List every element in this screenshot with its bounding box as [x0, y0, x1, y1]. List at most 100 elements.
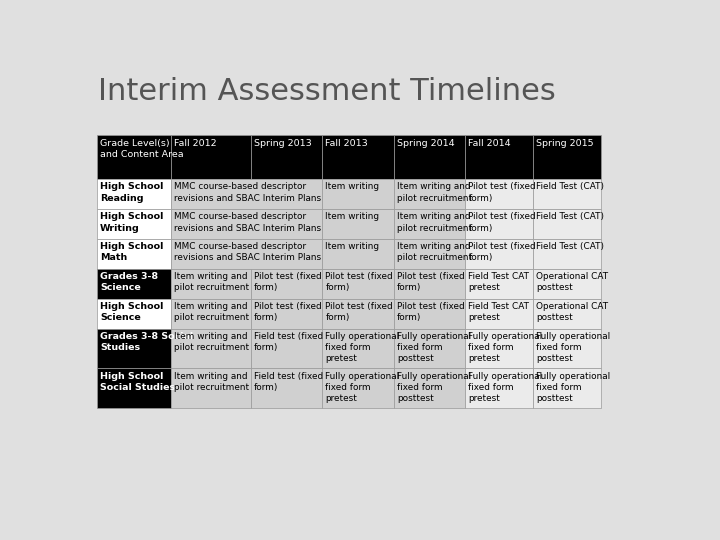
- Text: Item writing: Item writing: [325, 183, 379, 192]
- Bar: [533, 329, 601, 368]
- Text: High School
Writing: High School Writing: [100, 212, 163, 233]
- Text: High School
Reading: High School Reading: [100, 183, 163, 202]
- Bar: [171, 329, 251, 368]
- Text: Item writing and
pilot recruitment: Item writing and pilot recruitment: [174, 272, 249, 292]
- Bar: [171, 239, 322, 269]
- Text: Fully operational
fixed form
pretest: Fully operational fixed form pretest: [468, 332, 542, 363]
- Bar: [171, 299, 251, 329]
- Bar: [96, 209, 171, 239]
- Bar: [465, 209, 533, 239]
- Bar: [322, 136, 394, 179]
- Bar: [251, 368, 322, 408]
- Text: Fully operational
fixed form
posttest: Fully operational fixed form posttest: [397, 372, 471, 403]
- Bar: [251, 269, 322, 299]
- Bar: [96, 299, 171, 329]
- Bar: [465, 368, 533, 408]
- Text: Fully operational
fixed form
posttest: Fully operational fixed form posttest: [397, 332, 471, 363]
- Text: Pilot test (fixed
form): Pilot test (fixed form): [397, 302, 464, 322]
- Bar: [394, 136, 465, 179]
- Text: Pilot test (fixed
form): Pilot test (fixed form): [468, 183, 536, 202]
- Bar: [533, 239, 601, 269]
- Text: Fully operational
fixed form
pretest: Fully operational fixed form pretest: [325, 372, 400, 403]
- Text: Spring 2014: Spring 2014: [397, 139, 454, 148]
- Bar: [96, 136, 171, 179]
- Text: Pilot test (fixed
form): Pilot test (fixed form): [468, 242, 536, 262]
- Text: Pilot test (fixed
form): Pilot test (fixed form): [254, 272, 322, 292]
- Bar: [465, 269, 533, 299]
- Bar: [533, 368, 601, 408]
- Text: MMC course-based descriptor
revisions and SBAC Interim Plans: MMC course-based descriptor revisions an…: [174, 212, 321, 233]
- Text: Pilot test (fixed
form): Pilot test (fixed form): [397, 272, 464, 292]
- Bar: [251, 329, 322, 368]
- Bar: [465, 329, 533, 368]
- Text: Field Test (CAT): Field Test (CAT): [536, 183, 604, 192]
- Bar: [533, 179, 601, 209]
- Text: Pilot test (fixed
form): Pilot test (fixed form): [325, 302, 393, 322]
- Text: Fall 2012: Fall 2012: [174, 139, 217, 148]
- Text: MMC course-based descriptor
revisions and SBAC Interim Plans: MMC course-based descriptor revisions an…: [174, 183, 321, 202]
- Bar: [322, 368, 394, 408]
- Bar: [322, 269, 394, 299]
- Bar: [322, 329, 394, 368]
- Text: Field test (fixed
form): Field test (fixed form): [254, 372, 323, 392]
- Bar: [533, 209, 601, 239]
- Bar: [394, 179, 465, 209]
- Text: Pilot test (fixed
form): Pilot test (fixed form): [254, 302, 322, 322]
- Text: Field Test (CAT): Field Test (CAT): [536, 212, 604, 221]
- Bar: [96, 269, 171, 299]
- Text: Fully operational
fixed form
pretest: Fully operational fixed form pretest: [468, 372, 542, 403]
- Bar: [96, 329, 171, 368]
- Text: High School
Science: High School Science: [100, 302, 163, 322]
- Text: Fall 2014: Fall 2014: [468, 139, 511, 148]
- Bar: [322, 179, 394, 209]
- Text: Pilot test (fixed
form): Pilot test (fixed form): [468, 212, 536, 233]
- Text: Grades 3-8 Social
Studies: Grades 3-8 Social Studies: [100, 332, 193, 352]
- Text: Item writing: Item writing: [325, 212, 379, 221]
- Text: Field Test CAT
pretest: Field Test CAT pretest: [468, 302, 529, 322]
- Bar: [465, 239, 533, 269]
- Bar: [96, 368, 171, 408]
- Bar: [394, 329, 465, 368]
- Bar: [394, 239, 465, 269]
- Text: Item writing and
pilot recruitment: Item writing and pilot recruitment: [174, 302, 249, 322]
- Text: Operational CAT
posttest: Operational CAT posttest: [536, 272, 608, 292]
- Text: Item writing and
pilot recruitment: Item writing and pilot recruitment: [397, 212, 472, 233]
- Bar: [171, 269, 251, 299]
- Bar: [465, 136, 533, 179]
- Bar: [533, 299, 601, 329]
- Bar: [533, 136, 601, 179]
- Bar: [171, 136, 251, 179]
- Text: Fall 2013: Fall 2013: [325, 139, 368, 148]
- Text: Item writing and
pilot recruitment: Item writing and pilot recruitment: [174, 332, 249, 352]
- Bar: [251, 136, 322, 179]
- Text: Field Test CAT
pretest: Field Test CAT pretest: [468, 272, 529, 292]
- Text: Fully operational
fixed form
posttest: Fully operational fixed form posttest: [536, 332, 611, 363]
- Bar: [96, 179, 171, 209]
- Text: High School
Social Studies: High School Social Studies: [100, 372, 175, 392]
- Text: Spring 2015: Spring 2015: [536, 139, 594, 148]
- Text: Item writing and
pilot recruitment: Item writing and pilot recruitment: [397, 242, 472, 262]
- Bar: [322, 209, 394, 239]
- Text: Item writing: Item writing: [325, 242, 379, 251]
- Bar: [171, 209, 322, 239]
- Bar: [96, 239, 171, 269]
- Bar: [394, 299, 465, 329]
- Text: Spring 2013: Spring 2013: [254, 139, 312, 148]
- Bar: [533, 269, 601, 299]
- Text: Field test (fixed
form): Field test (fixed form): [254, 332, 323, 352]
- Text: Operational CAT
posttest: Operational CAT posttest: [536, 302, 608, 322]
- Text: Item writing and
pilot recruitment: Item writing and pilot recruitment: [397, 183, 472, 202]
- Bar: [251, 299, 322, 329]
- Text: Interim Assessment Timelines: Interim Assessment Timelines: [99, 77, 556, 106]
- Bar: [465, 299, 533, 329]
- Bar: [171, 368, 251, 408]
- Bar: [394, 269, 465, 299]
- Text: Item writing and
pilot recruitment: Item writing and pilot recruitment: [174, 372, 249, 392]
- Text: Fully operational
fixed form
pretest: Fully operational fixed form pretest: [325, 332, 400, 363]
- Text: Fully operational
fixed form
posttest: Fully operational fixed form posttest: [536, 372, 611, 403]
- Bar: [322, 299, 394, 329]
- Text: High School
Math: High School Math: [100, 242, 163, 262]
- Text: Pilot test (fixed
form): Pilot test (fixed form): [325, 272, 393, 292]
- Bar: [394, 209, 465, 239]
- Text: MMC course-based descriptor
revisions and SBAC Interim Plans: MMC course-based descriptor revisions an…: [174, 242, 321, 262]
